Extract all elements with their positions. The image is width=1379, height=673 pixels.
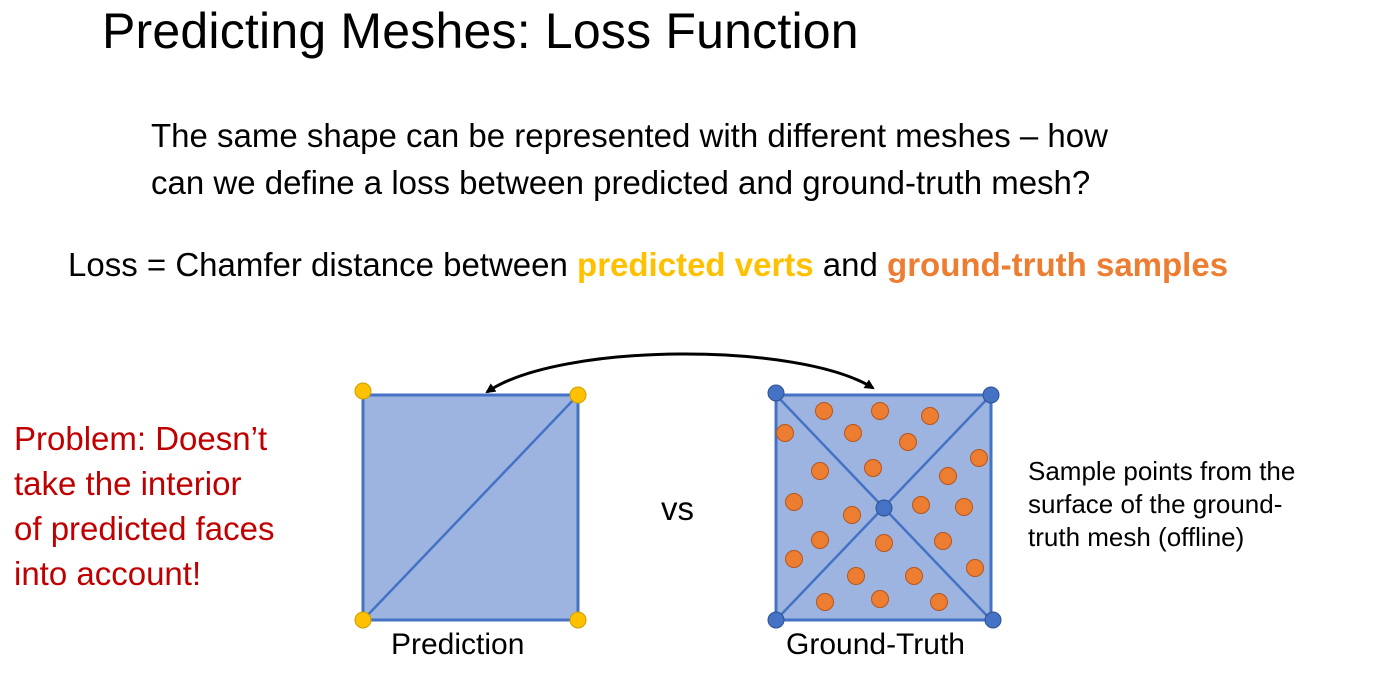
loss-prefix: Loss = Chamfer distance between xyxy=(68,246,578,283)
sample-point xyxy=(811,531,829,549)
sample-point xyxy=(785,550,803,568)
loss-middle: and xyxy=(813,246,888,283)
sample-point xyxy=(875,534,893,552)
sample-point xyxy=(899,433,917,451)
sample-point xyxy=(815,402,833,420)
sample-point xyxy=(871,590,889,608)
sample-point xyxy=(934,532,952,550)
sample-point xyxy=(905,567,923,585)
prediction-diagonal-edge xyxy=(362,394,579,621)
sample-point xyxy=(871,402,889,420)
sample-note-line-3: truth mesh (offline) xyxy=(1028,522,1245,552)
ground-truth-caption: Ground-Truth xyxy=(786,628,965,661)
sample-point xyxy=(844,424,862,442)
ground-truth-vertex-top-right xyxy=(982,386,1000,404)
sample-point xyxy=(847,567,865,585)
ground-truth-vertex-bottom-left xyxy=(767,611,785,629)
question-text: The same shape can be represented with d… xyxy=(151,112,1108,206)
sample-point xyxy=(939,467,957,485)
ground-truth-sample-points xyxy=(776,402,988,611)
problem-line-1: Problem: Doesn’t xyxy=(14,420,268,457)
predicted-vertex-bottom-left xyxy=(354,611,372,629)
sample-note: Sample points from the surface of the gr… xyxy=(1028,455,1378,554)
sample-point xyxy=(921,407,939,425)
slide-title: Predicting Meshes: Loss Function xyxy=(102,3,859,59)
loss-definition: Loss = Chamfer distance between predicte… xyxy=(68,246,1228,284)
question-line-1: The same shape can be represented with d… xyxy=(151,117,1108,154)
sample-point xyxy=(912,496,930,514)
sample-point xyxy=(955,498,973,516)
prediction-caption: Prediction xyxy=(391,628,525,661)
vs-label: vs xyxy=(661,490,694,527)
predicted-vertex-top-right xyxy=(569,386,587,404)
ground-truth-vertex-center xyxy=(875,499,893,517)
problem-line-3: of predicted faces xyxy=(14,510,275,547)
predicted-verts-term: predicted verts xyxy=(577,246,814,283)
ground-truth-vertex-top-left xyxy=(767,384,785,402)
problem-line-2: take the interior xyxy=(14,465,242,502)
sample-point xyxy=(816,593,834,611)
sample-point xyxy=(776,424,794,442)
sample-point xyxy=(811,462,829,480)
question-line-2: can we define a loss between predicted a… xyxy=(151,164,1091,201)
sample-note-line-1: Sample points from the xyxy=(1028,456,1296,486)
predicted-vertex-bottom-right xyxy=(569,611,587,629)
sample-point xyxy=(966,559,984,577)
sample-point xyxy=(785,493,803,511)
ground-truth-mesh xyxy=(767,384,1002,629)
sample-point xyxy=(864,459,882,477)
sample-point xyxy=(970,449,988,467)
double-headed-curved-arrow-icon xyxy=(485,352,875,394)
problem-note: Problem: Doesn’t take the interior of pr… xyxy=(14,416,334,596)
sample-point xyxy=(843,506,861,524)
sample-point xyxy=(930,593,948,611)
ground-truth-samples-term: ground-truth samples xyxy=(887,246,1229,283)
ground-truth-vertex-bottom-right xyxy=(984,611,1002,629)
predicted-vertex-top-left xyxy=(354,382,372,400)
sample-note-line-2: surface of the ground- xyxy=(1028,489,1283,519)
prediction-mesh xyxy=(354,382,587,629)
problem-line-4: into account! xyxy=(14,555,202,592)
